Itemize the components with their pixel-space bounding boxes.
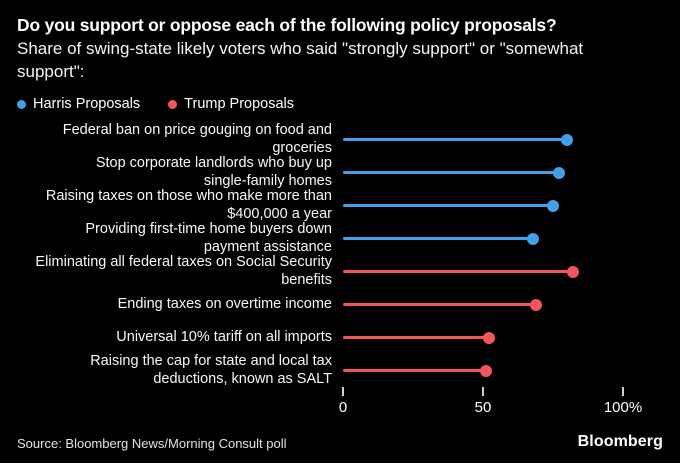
row-label-line: $400,000 a year [227, 205, 332, 222]
row-plot-area [343, 123, 680, 156]
chart-subtitle-line-2: support": [17, 62, 85, 81]
row-label-line: payment assistance [203, 238, 332, 255]
chart-subtitle-line-1: Share of swing-state likely voters who s… [17, 39, 584, 58]
row-label: Raising the cap for state and local tax d… [0, 353, 343, 388]
axis-tick [622, 387, 624, 396]
chart-row: Universal 10% tariff on all imports [0, 321, 680, 354]
row-label-line: groceries [272, 139, 332, 156]
chart-row: Federal ban on price gouging on food and… [0, 122, 680, 157]
row-label-line: Federal ban on price gouging on food and [62, 122, 332, 138]
row-plot-area [343, 354, 680, 387]
row-label-line: single-family homes [203, 172, 332, 189]
value-dot [566, 265, 579, 278]
x-axis-labels: 0 50 100% [339, 399, 680, 418]
row-plot-area [343, 255, 680, 288]
axis-tick [342, 387, 344, 396]
value-line [343, 171, 559, 174]
value-dot [561, 133, 573, 146]
legend-label-harris: Harris Proposals [33, 96, 141, 112]
value-line [343, 336, 489, 339]
legend-label-trump: Trump Proposals [184, 96, 295, 112]
row-label-line: Providing first-time home buyers down [85, 221, 332, 237]
bloomberg-logo: Bloomberg [577, 433, 663, 450]
value-dot [527, 232, 540, 245]
row-label: Universal 10% tariff on all imports [0, 329, 343, 347]
chart-subtitle: Share of swing-state likely voters who s… [0, 37, 680, 83]
value-dot [479, 364, 492, 377]
row-label-line: benefits [281, 271, 332, 288]
row-label: Stop corporate landlords who buy up singl… [0, 155, 343, 190]
chart-row: Ending taxes on overtime income [0, 288, 680, 321]
row-label: Federal ban on price gouging on food and… [0, 122, 343, 157]
chart-row: Raising the cap for state and local tax d… [0, 353, 680, 388]
chart-row: Stop corporate landlords who buy up singl… [0, 155, 680, 190]
value-dot [552, 166, 565, 179]
legend-item-trump: Trump Proposals [168, 96, 294, 112]
axis-tick-label: 0 [338, 399, 348, 416]
row-label-line: Universal 10% tariff on all imports [116, 328, 332, 345]
value-line [343, 303, 537, 306]
row-label: Eliminating all federal taxes on Social … [0, 254, 343, 289]
row-label-line: Eliminating all federal taxes on Social … [35, 254, 332, 270]
value-line [343, 369, 486, 372]
row-plot-area [343, 321, 680, 354]
row-label-line: Raising taxes on those who make more tha… [45, 188, 332, 204]
legend: Harris Proposals Trump Proposals [0, 83, 680, 113]
axis-tick-label: 100% [603, 399, 643, 416]
trump-dot-icon [168, 99, 178, 109]
value-dot [530, 298, 543, 311]
value-line [343, 237, 534, 240]
row-plot-area [343, 222, 680, 255]
axis-tick-label: 50 [474, 399, 492, 416]
value-dot [547, 199, 559, 212]
row-label-line: Stop corporate landlords who buy up [95, 155, 332, 171]
harris-dot-icon [17, 99, 26, 109]
footer: Source: Bloomberg News/Morning Consult p… [0, 433, 680, 451]
axis-tick [482, 387, 484, 396]
row-label-line: deductions, known as SALT [153, 370, 332, 387]
dot-plot: Federal ban on price gouging on food and… [0, 122, 680, 388]
row-label-line: Raising the cap for state and local tax [90, 353, 332, 369]
chart-row: Eliminating all federal taxes on Social … [0, 254, 680, 289]
row-plot-area [343, 288, 680, 321]
row-label: Providing first-time home buyers down pay… [0, 221, 343, 256]
chart-title: Do you support or oppose each of the fol… [17, 15, 557, 35]
value-line [343, 270, 573, 273]
x-axis [342, 387, 680, 397]
legend-item-harris: Harris Proposals [17, 96, 140, 112]
chart-row: Providing first-time home buyers down pay… [0, 221, 680, 256]
row-plot-area [343, 189, 680, 222]
row-plot-area [343, 156, 680, 189]
row-label: Ending taxes on overtime income [0, 296, 343, 314]
value-dot [482, 331, 495, 344]
source-note: Source: Bloomberg News/Morning Consult p… [17, 436, 287, 451]
row-label-line: Ending taxes on overtime income [117, 295, 332, 312]
value-line [343, 204, 553, 207]
row-label: Raising taxes on those who make more tha… [0, 188, 343, 223]
value-line [343, 138, 567, 141]
chart-row: Raising taxes on those who make more tha… [0, 188, 680, 223]
